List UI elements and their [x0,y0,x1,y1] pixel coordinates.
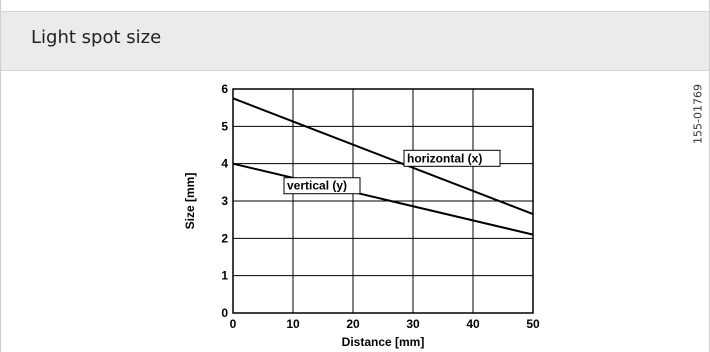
series-label-0: horizontal (x) [403,149,501,167]
y-axis-label: Size [mm] [183,173,197,230]
y-tick-label: 4 [221,157,228,171]
panel-header: Light spot size [1,11,709,71]
y-tick-label: 1 [221,269,228,283]
series-lines [232,97,534,236]
y-tick-label: 3 [221,194,228,208]
series-line-1 [232,162,534,236]
y-tick-label: 6 [221,82,228,96]
panel-title: Light spot size [31,27,162,48]
x-tick-label: 50 [526,317,540,331]
x-tick-label: 10 [286,317,300,331]
x-tick-label: 30 [406,317,420,331]
series-labels: horizontal (x) vertical (y) [283,149,501,195]
x-tick-label: 0 [230,317,237,331]
y-tick-label: 2 [221,231,228,245]
series-label-1: vertical (y) [283,177,361,195]
series-label-text: horizontal (x) [407,151,482,165]
tick-labels: 0 10 20 30 40 50 0 1 2 3 4 5 6 [221,82,540,331]
x-axis-label: Distance [mm] [342,335,425,349]
plot-border [232,88,534,314]
series-label-text: vertical (y) [287,179,347,193]
y-tick-label: 5 [221,119,228,133]
plot-frame [232,88,534,314]
x-tick-label: 40 [466,317,480,331]
x-tick-label: 20 [346,317,360,331]
chart-grid [232,88,534,314]
y-tick-label: 0 [221,306,228,320]
series-line-0 [232,97,534,215]
